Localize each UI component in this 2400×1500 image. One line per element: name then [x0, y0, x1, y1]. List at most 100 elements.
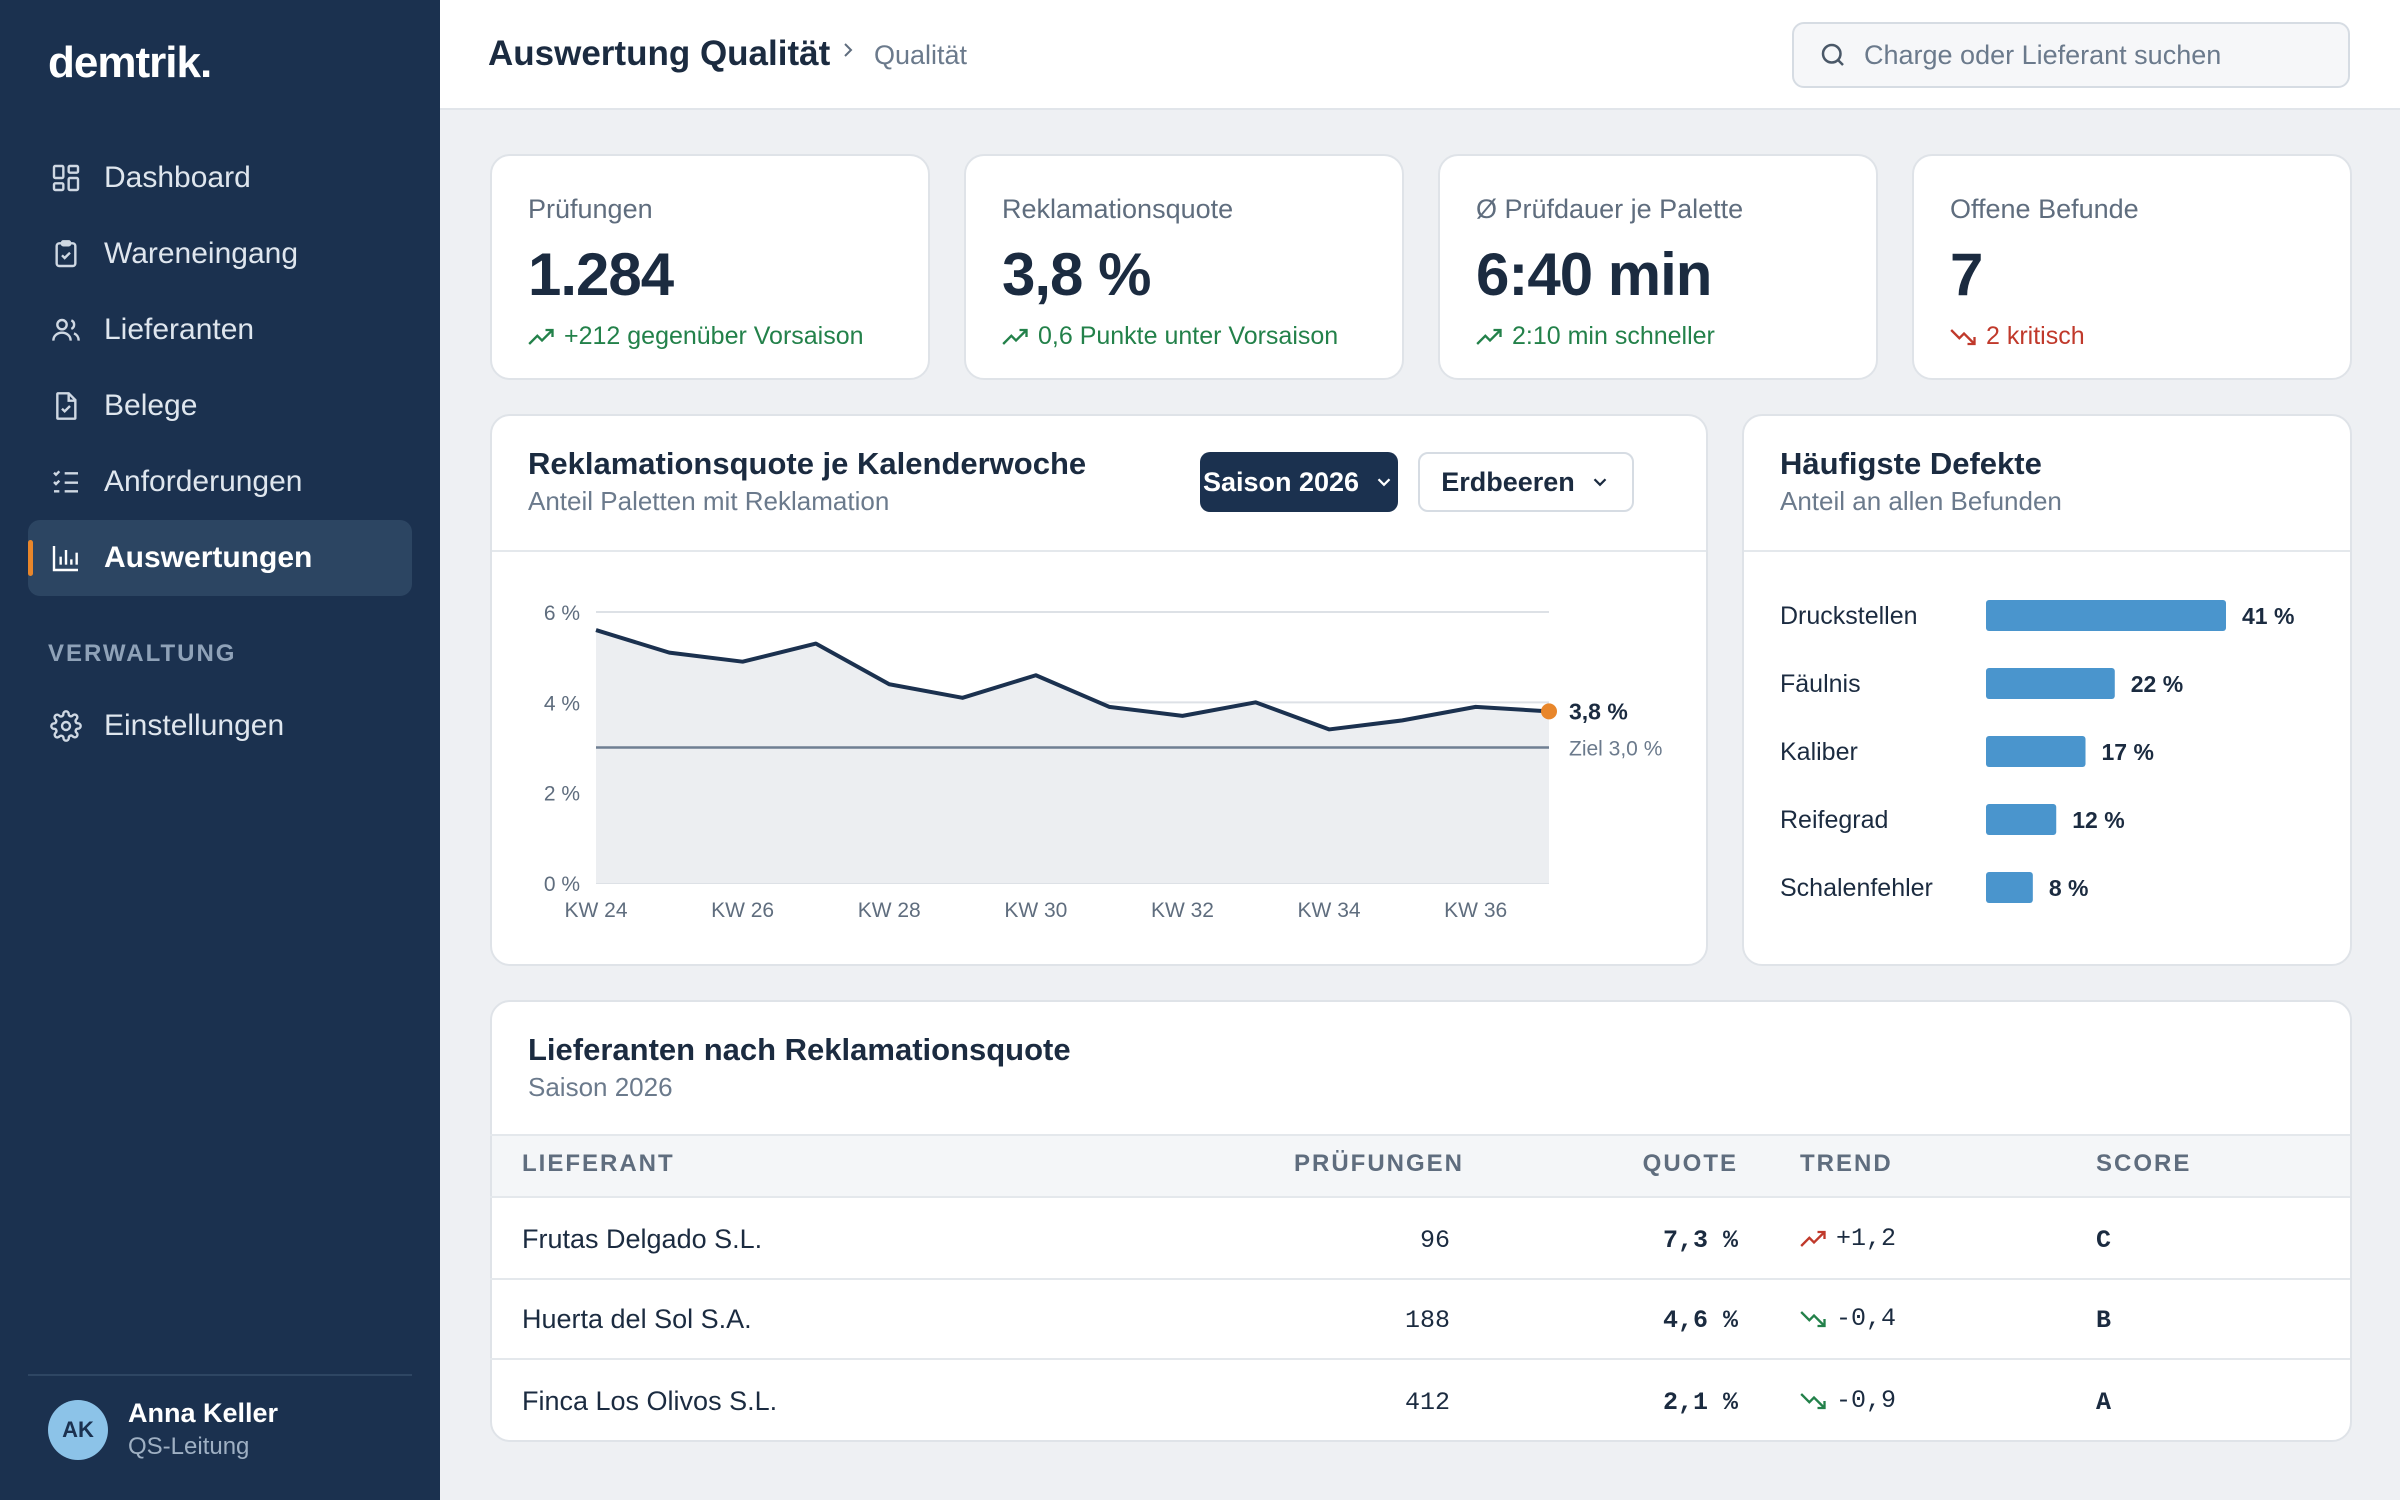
page-title: Auswertung Qualität [488, 34, 831, 73]
cell-rate: 2,1 % [1662, 1388, 1738, 1417]
season-select-button[interactable]: Saison 2026 [1200, 452, 1398, 512]
trend-down-icon [1950, 328, 1976, 345]
card-divider [1744, 550, 2350, 552]
kpi-delta: 2:10 min schneller [1476, 322, 1715, 351]
line-chart: 0 % 2 % 4 % 6 % KW 24 KW 26 KW 28 KW 30 KW 32 KW… [544, 602, 1663, 922]
column-header-trend[interactable]: TREND [1800, 1150, 1893, 1177]
column-header-score[interactable]: SCORE [2096, 1150, 2192, 1177]
kpi-card-pruefdauer: Ø Prüfdauer je Palette 6:40 min 2:10 min… [1438, 154, 1878, 380]
defect-bar[interactable] [1986, 736, 2086, 767]
x-tick-label: KW 32 [1151, 899, 1214, 922]
cell-supplier-name[interactable]: Huerta del Sol S.A. [522, 1304, 752, 1334]
y-tick-label: 6 % [544, 602, 580, 625]
document-check-icon [48, 388, 84, 424]
column-header-pruefungen[interactable]: PRÜFUNGEN [1294, 1150, 1465, 1177]
defect-bar[interactable] [1986, 872, 2033, 903]
dashboard-icon [48, 160, 84, 196]
cell-rate: 7,3 % [1662, 1226, 1738, 1255]
kpi-card-pruefungen: Prüfungen 1.284 +212 gegenüber Vorsaison [490, 154, 930, 380]
chevron-down-icon [1377, 478, 1391, 487]
last-data-point[interactable] [1541, 703, 1557, 720]
top-header: Auswertung Qualität Qualität [440, 0, 2400, 110]
bar-value-label: 17 % [2102, 739, 2154, 765]
suppliers-table-card: Lieferanten nach Reklamationsquote Saiso… [490, 1000, 2352, 1442]
sidebar-item-label: Einstellungen [104, 709, 285, 742]
kpi-label: Prüfungen [528, 194, 653, 224]
bar-category-label: Reifegrad [1780, 806, 1888, 834]
user-name: Anna Keller [128, 1398, 279, 1428]
search-box[interactable] [1792, 22, 2350, 88]
target-label: Ziel 3,0 % [1569, 738, 1662, 761]
avatar: AK [48, 1399, 108, 1460]
sidebar-item-auswertungen[interactable]: Auswertungen [28, 520, 412, 596]
kpi-card-reklamationsquote: Reklamationsquote 3,8 % 0,6 Punkte unter… [964, 154, 1404, 380]
defect-bar[interactable] [1986, 804, 2057, 835]
kpi-delta: 2 kritisch [1950, 322, 2085, 351]
app-logo[interactable]: demtrik. [48, 38, 212, 87]
cell-trend: +1,2 [1800, 1224, 1896, 1253]
sidebar-item-label: Anforderungen [104, 465, 303, 498]
defect-bar[interactable] [1986, 668, 2115, 699]
kpi-delta: 0,6 Punkte unter Vorsaison [1002, 322, 1338, 351]
sidebar-section-label: VERWALTUNG [48, 640, 237, 667]
chevron-down-icon [1593, 478, 1607, 487]
bar-value-label: 41 % [2242, 603, 2294, 629]
table-header-row [492, 1136, 2350, 1198]
table-divider [490, 1196, 2350, 1198]
card-subtitle: Anteil an allen Befunden [1780, 486, 2062, 516]
sidebar-item-lieferanten[interactable]: Lieferanten [28, 292, 412, 368]
card-title: Häufigste Defekte [1780, 446, 2042, 481]
card-subtitle: Saison 2026 [528, 1072, 673, 1102]
sidebar-item-wareneingang[interactable]: Wareneingang [28, 216, 412, 292]
line-chart-card: Reklamationsquote je Kalenderwoche Antei… [490, 414, 1708, 966]
x-tick-label: KW 26 [711, 899, 774, 922]
sidebar-item-label: Belege [104, 389, 198, 422]
table-divider [490, 1358, 2350, 1360]
trend-up-icon [1002, 328, 1028, 345]
cell-supplier-name[interactable]: Frutas Delgado S.L. [522, 1224, 763, 1254]
kpi-label: Offene Befunde [1950, 194, 2139, 224]
kpi-value: 1.284 [528, 241, 674, 308]
chart-area-fill [596, 630, 1549, 883]
sidebar-item-einstellungen[interactable]: Einstellungen [28, 688, 412, 764]
card-divider [492, 550, 1706, 552]
cell-score: B [2096, 1306, 2112, 1335]
sidebar: demtrik. Dashboard Wareneingang Lieferan… [0, 0, 440, 1500]
kpi-label: Ø Prüfdauer je Palette [1476, 194, 1744, 224]
product-select-button[interactable]: Erdbeeren [1418, 452, 1634, 512]
x-tick-label: KW 24 [564, 899, 627, 922]
x-tick-label: KW 34 [1298, 899, 1361, 922]
defects-bar-chart: Druckstellen 41 % Fäulnis 22 % Kaliber 17 % Re… [1780, 600, 2294, 903]
defect-bar[interactable] [1986, 600, 2226, 631]
trend-down-icon [1800, 1310, 1826, 1327]
bar-category-label: Schalenfehler [1780, 874, 1933, 902]
checklist-icon [48, 464, 84, 500]
column-header-quote[interactable]: QUOTE [1642, 1150, 1738, 1177]
table-divider [490, 1134, 2350, 1136]
bar-category-label: Fäulnis [1780, 670, 1861, 698]
defects-card: Häufigste Defekte Anteil an allen Befund… [1742, 414, 2352, 966]
gear-icon [48, 708, 84, 744]
x-tick-label: KW 28 [858, 899, 921, 922]
users-icon [48, 312, 84, 348]
user-profile[interactable]: AK Anna Keller QS-Leitung [48, 1398, 278, 1461]
trend-down-icon [1800, 1392, 1826, 1409]
kpi-card-offene-befunde: Offene Befunde 7 2 kritisch [1912, 154, 2352, 380]
cell-supplier-name[interactable]: Finca Los Olivos S.L. [522, 1386, 778, 1416]
chart-series-line [595, 628, 1550, 732]
clipboard-check-icon [48, 236, 84, 272]
search-input[interactable] [1864, 39, 2324, 71]
breadcrumb[interactable]: Qualität [874, 40, 968, 70]
sidebar-item-dashboard[interactable]: Dashboard [28, 140, 412, 216]
cell-checks: 412 [1404, 1388, 1450, 1417]
bar-category-label: Kaliber [1780, 738, 1858, 766]
kpi-label: Reklamationsquote [1002, 194, 1234, 224]
sidebar-item-anforderungen[interactable]: Anforderungen [28, 444, 412, 520]
user-role: QS-Leitung [128, 1433, 250, 1460]
trend-up-icon [528, 328, 554, 345]
y-tick-label: 2 % [544, 783, 580, 806]
cell-trend: -0,9 [1800, 1386, 1896, 1415]
column-header-lieferant[interactable]: LIEFERANT [522, 1150, 675, 1177]
kpi-value: 3,8 % [1002, 241, 1151, 308]
sidebar-item-belege[interactable]: Belege [28, 368, 412, 444]
